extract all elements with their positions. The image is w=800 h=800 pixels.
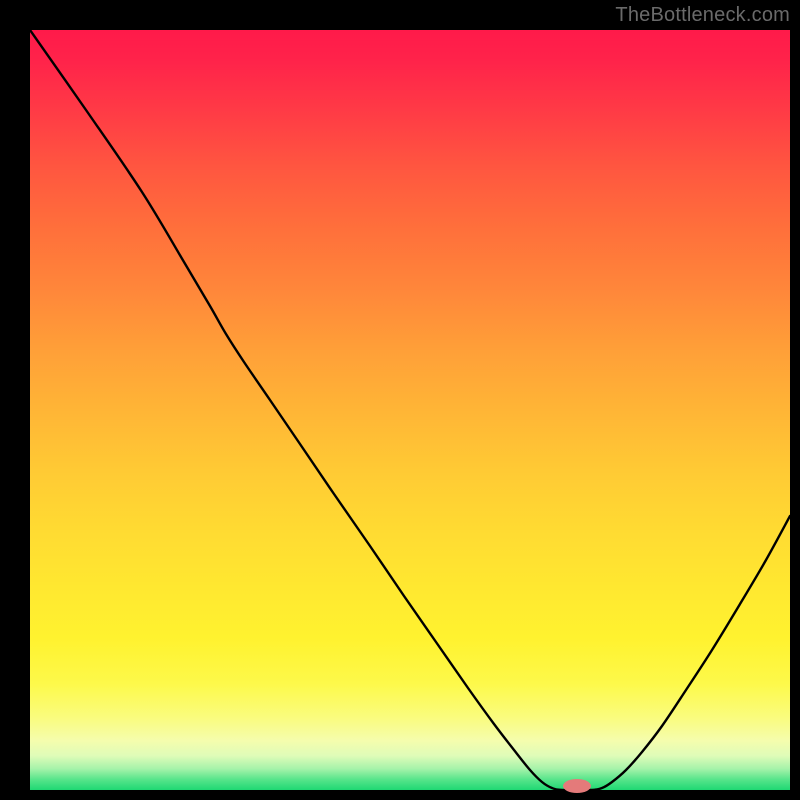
chart-frame: TheBottleneck.com: [0, 0, 800, 800]
optimum-marker: [563, 779, 591, 793]
plot-gradient-background: [30, 30, 790, 790]
bottleneck-curve-chart: [0, 0, 800, 800]
watermark-label: TheBottleneck.com: [615, 4, 790, 27]
